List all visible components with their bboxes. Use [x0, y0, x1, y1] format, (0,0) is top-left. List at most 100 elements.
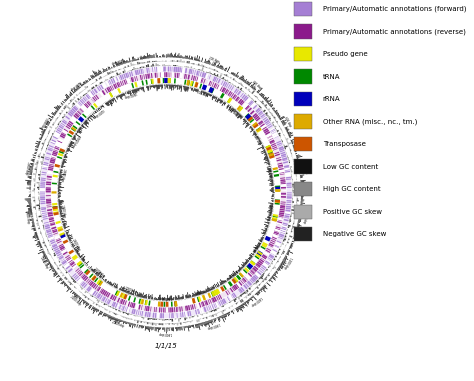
Polygon shape	[295, 168, 297, 170]
Polygon shape	[233, 292, 237, 297]
Polygon shape	[200, 69, 201, 71]
Polygon shape	[204, 317, 206, 319]
Polygon shape	[275, 226, 281, 229]
Polygon shape	[160, 302, 163, 307]
Polygon shape	[291, 169, 292, 171]
Polygon shape	[42, 213, 47, 214]
Polygon shape	[76, 96, 77, 98]
Polygon shape	[164, 78, 168, 83]
Polygon shape	[234, 303, 236, 304]
Polygon shape	[70, 109, 75, 114]
Polygon shape	[176, 313, 178, 318]
Polygon shape	[73, 256, 78, 261]
Polygon shape	[284, 169, 290, 171]
Polygon shape	[95, 85, 97, 87]
Polygon shape	[238, 99, 242, 104]
Polygon shape	[252, 113, 257, 117]
Polygon shape	[198, 314, 200, 315]
Polygon shape	[46, 189, 51, 190]
Bar	[294, 69, 312, 83]
Polygon shape	[240, 93, 244, 98]
Polygon shape	[256, 117, 261, 122]
Polygon shape	[273, 258, 275, 261]
Polygon shape	[109, 311, 111, 313]
Polygon shape	[109, 79, 110, 80]
Polygon shape	[102, 290, 106, 295]
Polygon shape	[142, 321, 144, 322]
Polygon shape	[88, 101, 91, 105]
Polygon shape	[62, 118, 63, 120]
Polygon shape	[270, 112, 273, 115]
Polygon shape	[212, 297, 215, 303]
Polygon shape	[247, 116, 252, 120]
Polygon shape	[271, 130, 276, 134]
Polygon shape	[35, 163, 38, 165]
Polygon shape	[212, 291, 216, 296]
Polygon shape	[79, 284, 80, 285]
Polygon shape	[156, 67, 157, 72]
Polygon shape	[54, 121, 56, 123]
Polygon shape	[279, 169, 284, 173]
Polygon shape	[99, 288, 103, 293]
Polygon shape	[54, 235, 60, 240]
Polygon shape	[274, 246, 279, 248]
Polygon shape	[69, 261, 74, 264]
Polygon shape	[41, 178, 46, 179]
Polygon shape	[51, 255, 52, 256]
Polygon shape	[262, 265, 266, 269]
Polygon shape	[134, 76, 136, 82]
Polygon shape	[99, 78, 100, 80]
Polygon shape	[278, 237, 283, 239]
Polygon shape	[247, 294, 250, 296]
Polygon shape	[213, 83, 217, 88]
Polygon shape	[253, 94, 254, 95]
Polygon shape	[101, 90, 106, 95]
Polygon shape	[43, 218, 48, 220]
Polygon shape	[241, 293, 243, 295]
Polygon shape	[172, 319, 173, 322]
Polygon shape	[246, 274, 251, 279]
Polygon shape	[291, 214, 292, 216]
Polygon shape	[297, 200, 299, 202]
Polygon shape	[273, 148, 278, 150]
Polygon shape	[168, 65, 170, 66]
Polygon shape	[171, 302, 173, 307]
Polygon shape	[40, 181, 46, 183]
Polygon shape	[231, 93, 234, 98]
Polygon shape	[106, 299, 109, 304]
Polygon shape	[232, 300, 233, 301]
Polygon shape	[92, 97, 96, 101]
Polygon shape	[164, 67, 166, 72]
Text: 200 kbp: 200 kbp	[196, 91, 208, 98]
Polygon shape	[228, 282, 232, 287]
Polygon shape	[99, 91, 104, 97]
Polygon shape	[269, 155, 275, 159]
Polygon shape	[280, 202, 286, 203]
Polygon shape	[35, 205, 36, 207]
Polygon shape	[178, 307, 179, 312]
Polygon shape	[135, 68, 137, 70]
Polygon shape	[271, 263, 273, 264]
Polygon shape	[107, 293, 110, 298]
Polygon shape	[41, 151, 42, 153]
Polygon shape	[146, 62, 147, 63]
Polygon shape	[64, 264, 69, 268]
Polygon shape	[35, 167, 37, 169]
Polygon shape	[92, 83, 93, 84]
Polygon shape	[250, 287, 251, 288]
Polygon shape	[71, 107, 72, 109]
Polygon shape	[63, 239, 68, 244]
Polygon shape	[41, 174, 46, 175]
Polygon shape	[130, 77, 134, 82]
Polygon shape	[244, 291, 246, 294]
Polygon shape	[251, 103, 256, 108]
Polygon shape	[47, 239, 48, 240]
Polygon shape	[253, 290, 255, 291]
Polygon shape	[68, 272, 69, 274]
Polygon shape	[45, 231, 46, 232]
Polygon shape	[111, 85, 114, 90]
Polygon shape	[233, 304, 234, 305]
Polygon shape	[284, 217, 289, 219]
Polygon shape	[74, 281, 76, 283]
Polygon shape	[65, 255, 70, 258]
